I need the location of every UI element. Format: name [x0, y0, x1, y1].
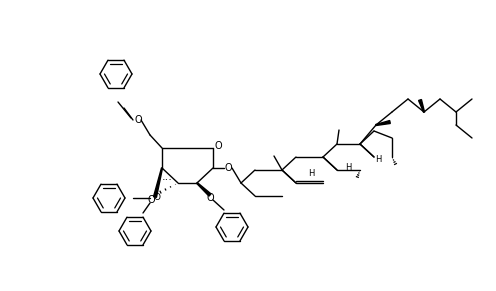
- Text: O: O: [224, 163, 232, 173]
- Text: H: H: [375, 155, 381, 164]
- Text: ···: ···: [162, 175, 173, 185]
- Text: O: O: [206, 193, 214, 203]
- Text: O: O: [134, 115, 142, 125]
- Text: O: O: [214, 141, 222, 151]
- Text: O: O: [153, 194, 161, 203]
- Text: H: H: [308, 169, 314, 178]
- Polygon shape: [196, 183, 211, 196]
- Polygon shape: [154, 168, 163, 197]
- Polygon shape: [419, 100, 425, 112]
- Polygon shape: [376, 120, 390, 125]
- Text: H: H: [345, 164, 351, 173]
- Text: O: O: [147, 195, 155, 205]
